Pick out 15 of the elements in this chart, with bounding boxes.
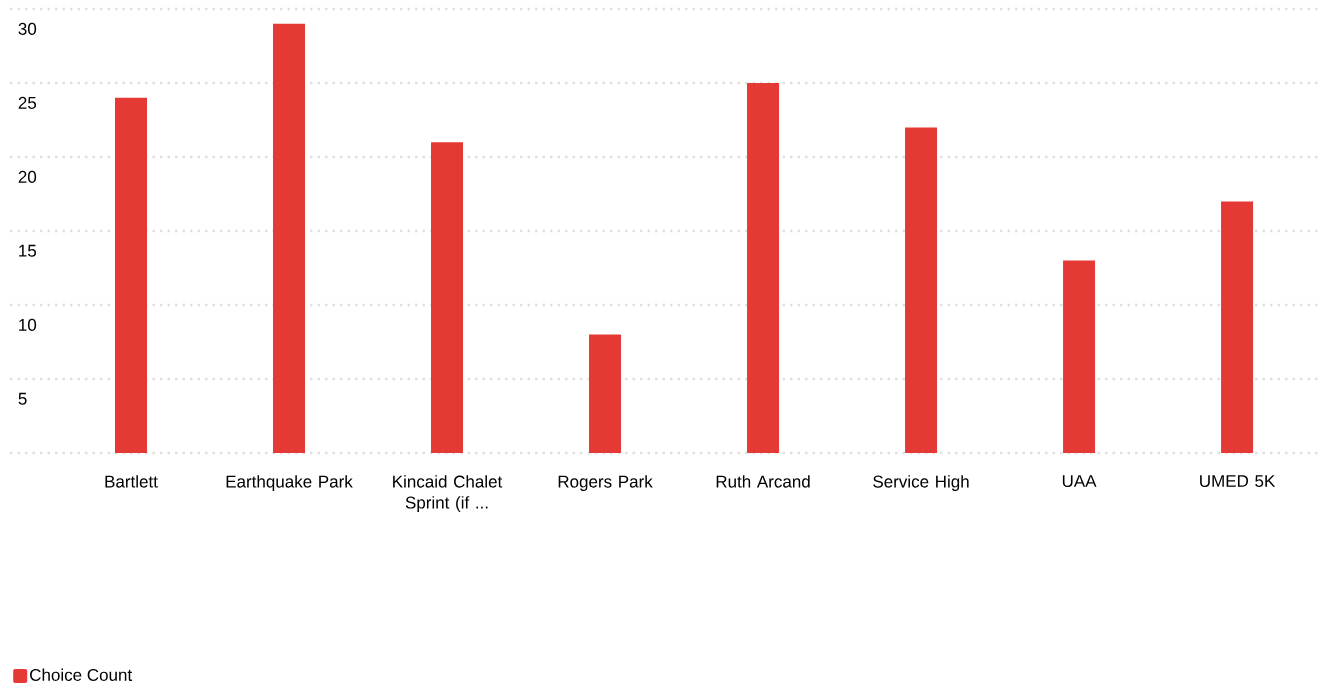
x-tick-label: Kincaid Chalet Sprint (if ... bbox=[393, 475, 503, 512]
x-tick-label: Service High bbox=[873, 475, 969, 491]
y-tick-label: 15 bbox=[19, 244, 37, 257]
x-tick-label: Rogers Park bbox=[558, 475, 653, 491]
x-tick-label: UMED 5K bbox=[1200, 475, 1276, 487]
y-tick-label: 30 bbox=[18, 22, 37, 35]
y-tick-label: 25 bbox=[18, 96, 37, 109]
y-tick-label: 20 bbox=[18, 170, 37, 183]
x-tick-label: Bartlett bbox=[105, 475, 158, 488]
legend-label: Choice Count bbox=[30, 668, 133, 681]
x-tick-label: Earthquake Park bbox=[226, 475, 353, 491]
x-tick-label: UAA bbox=[1062, 475, 1097, 487]
y-tick-label: 5 bbox=[18, 392, 27, 405]
x-tick-label: Ruth Arcand bbox=[716, 475, 810, 488]
y-tick-label: 10 bbox=[19, 318, 37, 331]
